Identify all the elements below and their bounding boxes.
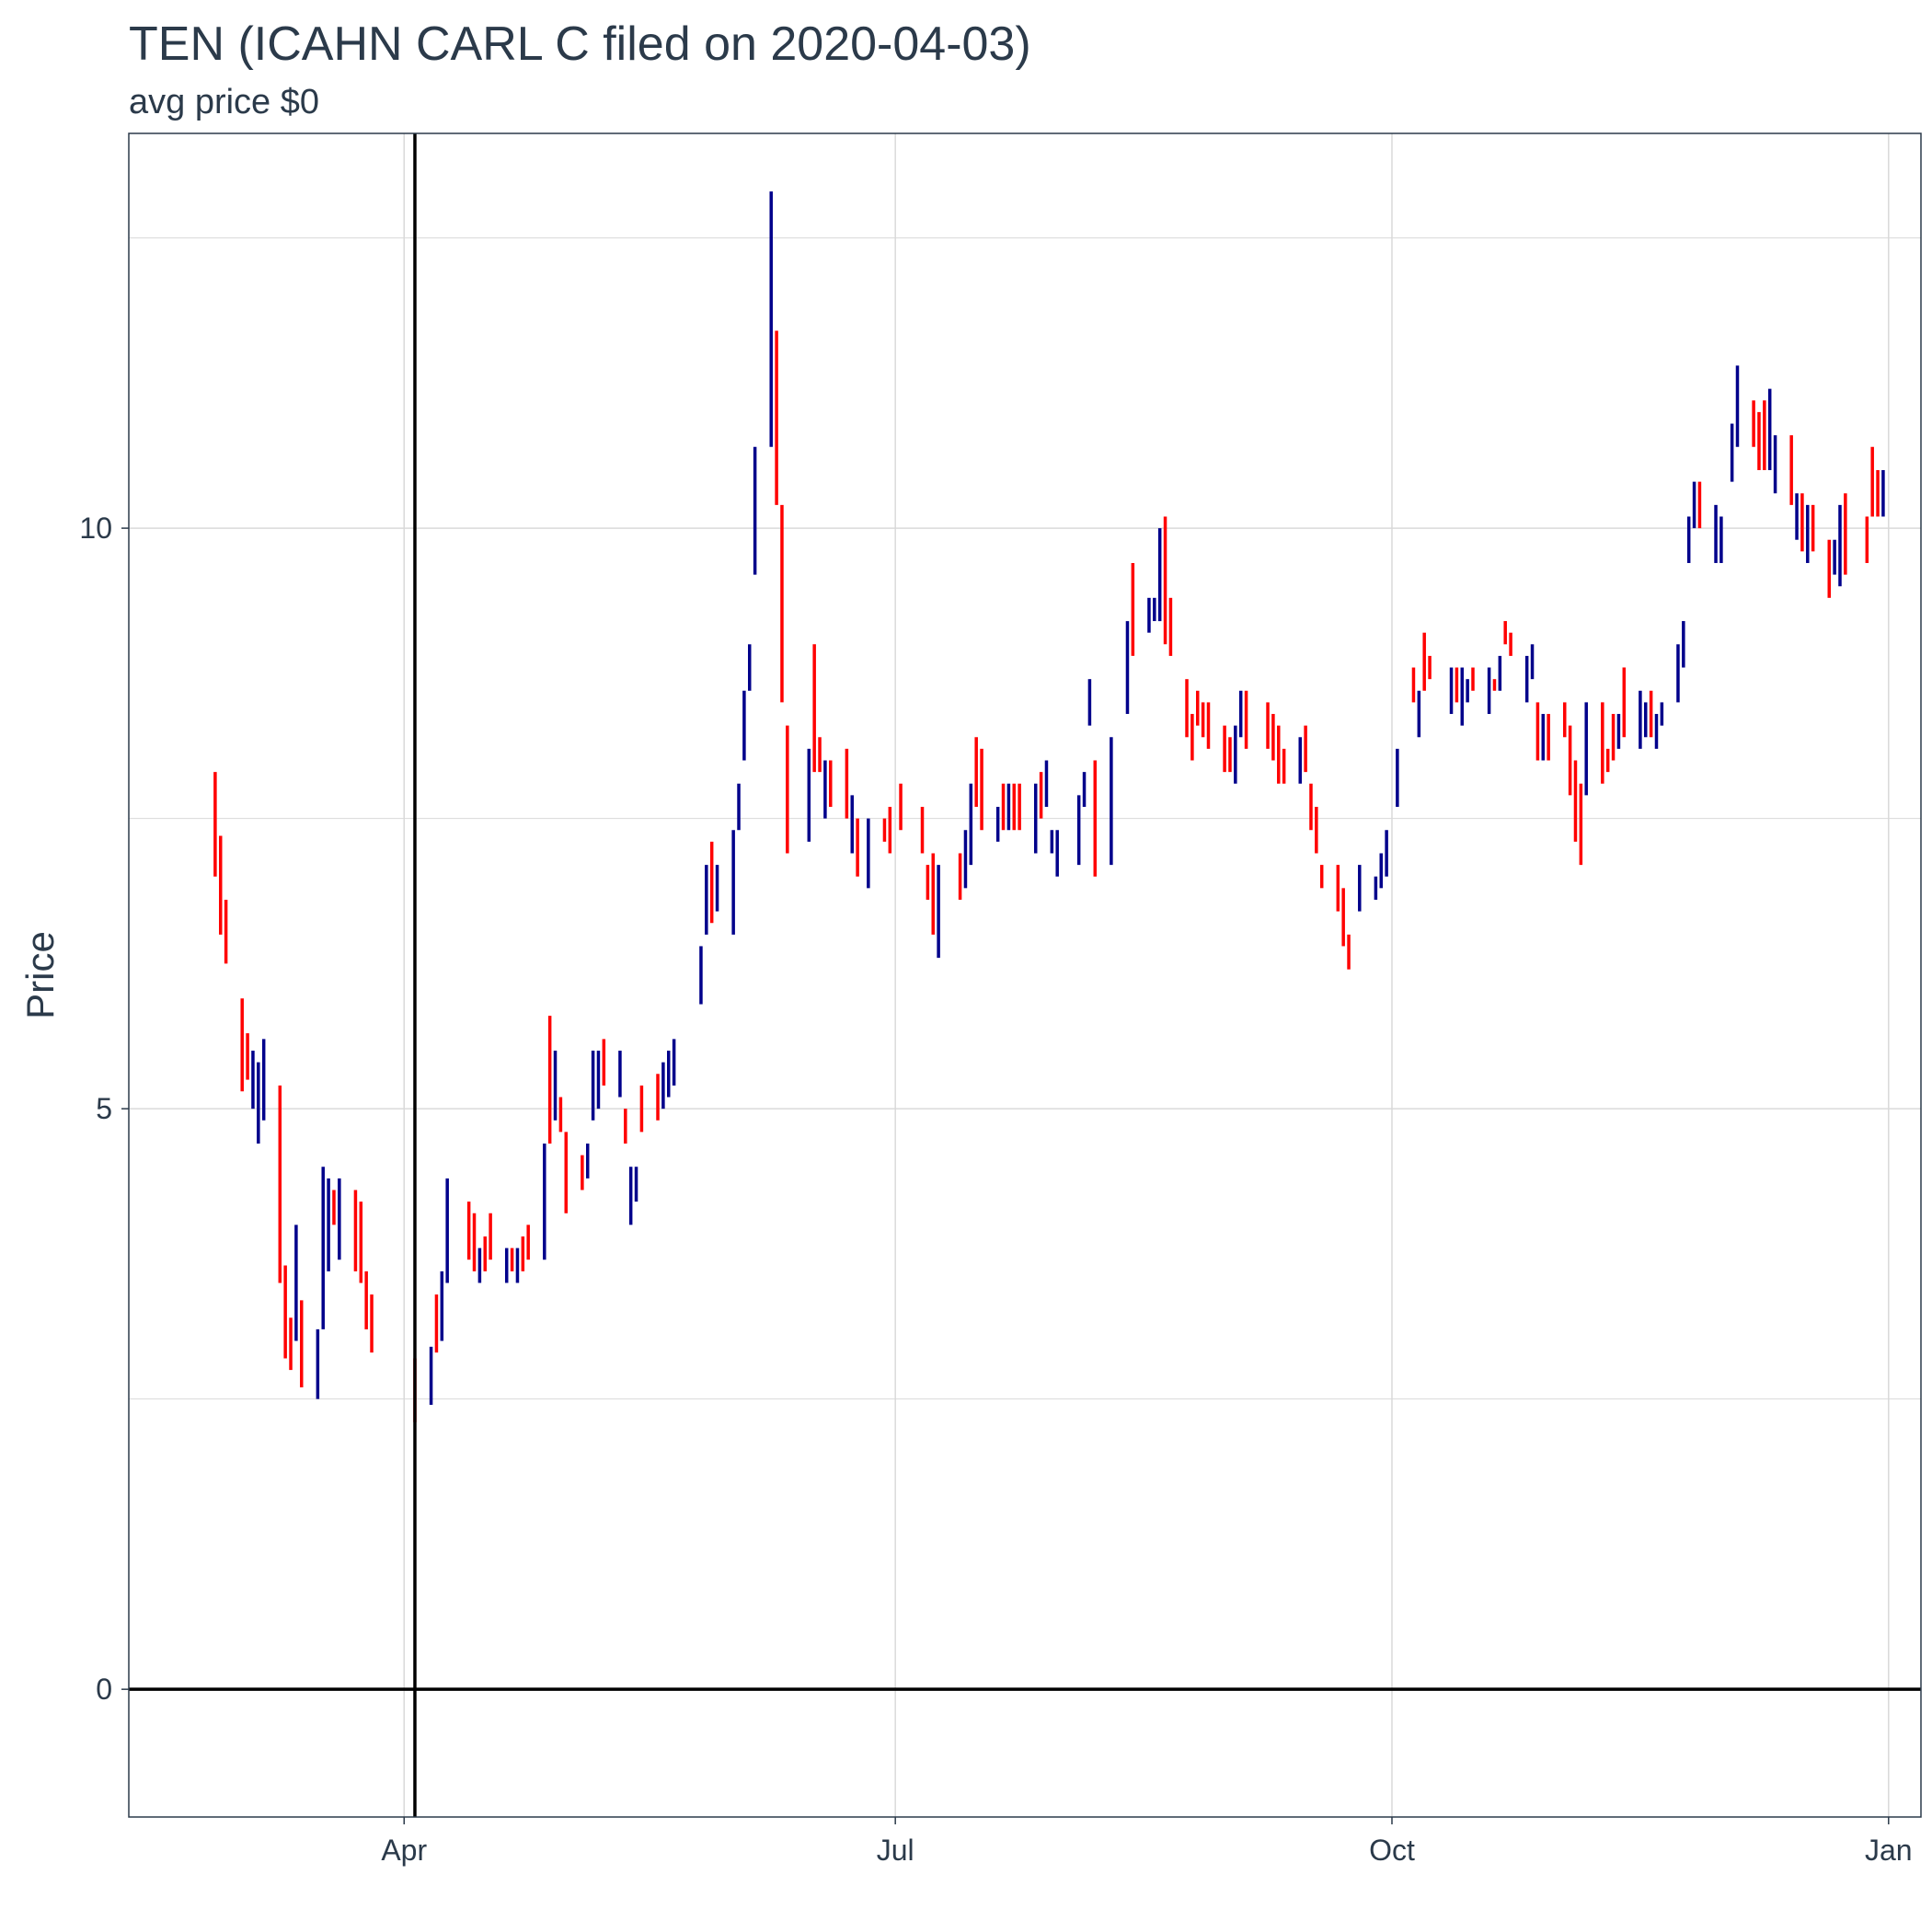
y-tick-label: 0 bbox=[96, 1673, 112, 1706]
ohlc-bars bbox=[213, 191, 1885, 1422]
plot-panel-border bbox=[128, 132, 1922, 1818]
x-axis-ticks: Apr Jul Oct Jan bbox=[381, 1817, 1913, 1867]
x-tick-label: Jul bbox=[877, 1834, 914, 1867]
x-tick-label: Oct bbox=[1369, 1834, 1415, 1867]
y-axis-title: Price bbox=[18, 931, 62, 1019]
grid-lines bbox=[129, 133, 1921, 1817]
x-tick-label: Jan bbox=[1865, 1834, 1913, 1867]
y-axis-ticks: 0 5 10 bbox=[79, 512, 129, 1706]
y-tick-label: 5 bbox=[96, 1092, 112, 1125]
chart-title: TEN (ICAHN CARL C filed on 2020-04-03) bbox=[129, 17, 1031, 71]
reference-lines bbox=[129, 133, 1921, 1817]
x-tick-label: Apr bbox=[381, 1834, 427, 1867]
y-tick-label: 10 bbox=[79, 512, 112, 545]
chart-subtitle: avg price $0 bbox=[129, 83, 320, 121]
